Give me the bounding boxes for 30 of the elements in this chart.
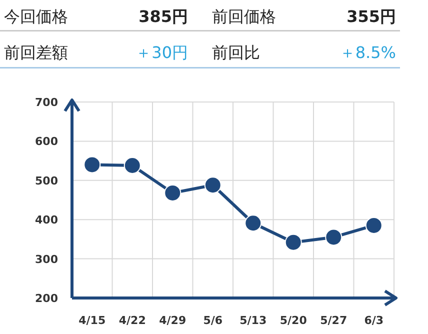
text: 前回差額 — [4, 43, 68, 62]
x-tick-label: 4/22 — [118, 314, 146, 327]
text: 前回価格 — [212, 7, 276, 26]
point — [164, 184, 182, 202]
point — [84, 156, 101, 174]
y-tick-label: 700 — [35, 96, 58, 109]
point — [124, 157, 141, 174]
text: 今回価格 — [4, 7, 68, 26]
x-tick-label: 5/20 — [280, 314, 308, 327]
point — [325, 228, 342, 246]
point — [365, 216, 382, 234]
text: 385円 — [138, 7, 188, 26]
text: 前回比 — [212, 43, 260, 62]
y-tick-label: 500 — [35, 174, 58, 188]
x-tick-label: 4/29 — [159, 314, 186, 327]
x-tick-label: 5/27 — [320, 314, 348, 327]
y-tick-label: 400 — [35, 214, 58, 227]
point — [244, 214, 262, 232]
point — [284, 234, 302, 251]
text: ＋8.5% — [339, 43, 396, 62]
text: ＋30円 — [136, 43, 188, 62]
x-tick-label: 4/15 — [78, 314, 106, 327]
point — [204, 176, 222, 194]
x-tick-label: 5/6 — [203, 314, 223, 327]
y-tick-label: 600 — [35, 135, 58, 148]
text: 355円 — [346, 7, 396, 26]
y-tick-label: 300 — [35, 252, 58, 266]
x-tick-label: 6/3 — [364, 314, 384, 327]
x-tick-label: 5/13 — [240, 314, 267, 327]
y-tick-label: 200 — [35, 292, 58, 305]
